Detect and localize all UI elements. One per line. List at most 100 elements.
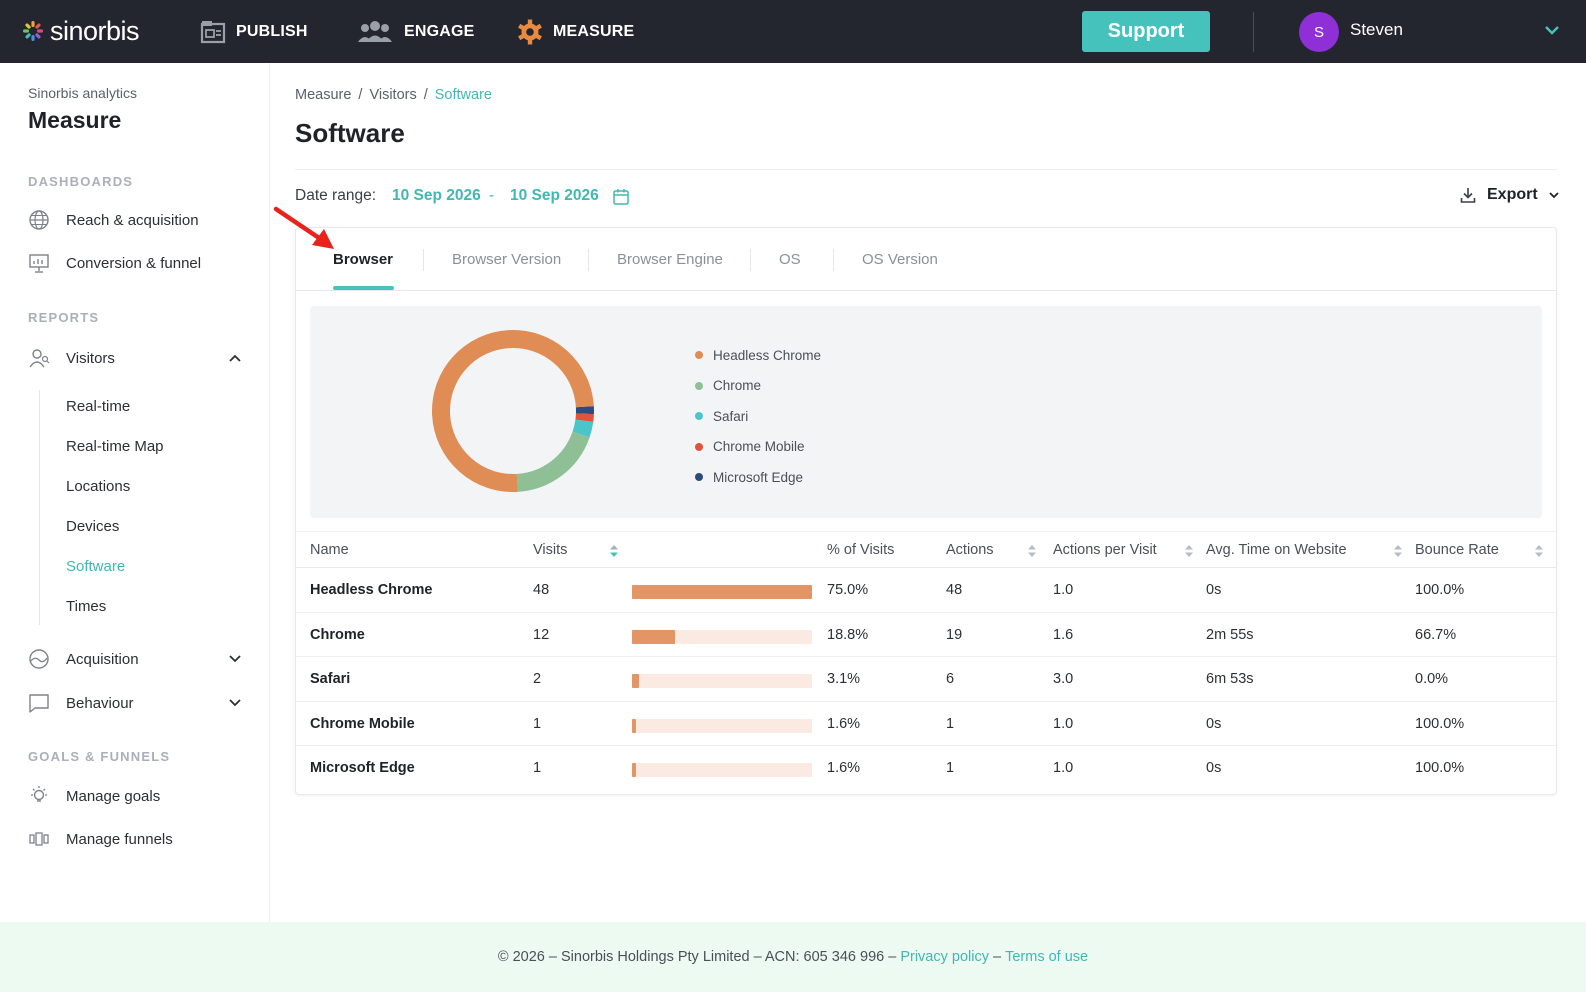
cell-actions-per-visit: 1.0: [1053, 715, 1074, 732]
section-goals-funnels: GOALS & FUNNELS: [28, 749, 171, 764]
cell-name: Chrome: [310, 626, 365, 643]
legend-item[interactable]: Chrome: [695, 371, 821, 402]
tab-separator: [588, 249, 589, 271]
support-button[interactable]: Support: [1082, 11, 1210, 52]
donut-slice-headless-chrome[interactable]: [432, 330, 594, 492]
terms-of-use-link[interactable]: Terms of use: [1005, 949, 1089, 965]
sidebar-item-behaviour[interactable]: Behaviour: [28, 688, 248, 718]
sidebar-subtitle: Sinorbis analytics: [28, 85, 137, 101]
sinorbis-logo[interactable]: sinorbis: [22, 14, 140, 48]
visits-bar: [632, 674, 812, 688]
download-icon: [1460, 188, 1476, 203]
calendar-icon[interactable]: [613, 188, 629, 205]
cell-visits: 48: [533, 582, 550, 598]
avatar[interactable]: S: [1299, 12, 1339, 52]
chevron-down-icon[interactable]: [228, 652, 242, 666]
visits-bar-fill: [632, 629, 675, 644]
tab-browser[interactable]: Browser: [333, 251, 394, 268]
donut-slice-chrome[interactable]: [516, 431, 590, 492]
col-actions[interactable]: Actions: [946, 542, 994, 558]
sidebar-item-manage-funnels[interactable]: Manage funnels: [28, 824, 248, 854]
cell-name: Safari: [310, 671, 351, 687]
date-range-label: Date range:: [295, 187, 376, 204]
funnel-icon: [28, 828, 50, 850]
sidebar-item-label: Manage funnels: [66, 830, 173, 848]
legend-item[interactable]: Microsoft Edge: [695, 462, 821, 493]
nav-engage[interactable]: ENGAGE: [356, 16, 475, 48]
chat-icon: [28, 692, 50, 714]
sidebar-item-times[interactable]: Times: [66, 598, 107, 615]
table-row[interactable]: Chrome Mobile 1 1.6% 1 1.0 0s 100.0%: [296, 702, 1556, 746]
cell-visits: 2: [533, 671, 542, 687]
user-name[interactable]: Steven: [1350, 20, 1403, 39]
publish-icon: [200, 21, 226, 44]
presentation-icon: [28, 252, 50, 274]
chevron-up-icon[interactable]: [228, 351, 242, 365]
sidebar-item-manage-goals[interactable]: Manage goals: [28, 781, 248, 811]
breadcrumb-measure[interactable]: Measure: [295, 87, 352, 103]
globe-icon: [28, 209, 50, 231]
sidebar-item-visitors[interactable]: Visitors: [28, 343, 248, 373]
sidebar-item-realtime-map[interactable]: Real-time Map: [66, 438, 164, 455]
logo-icon: [23, 21, 43, 41]
sidebar-item-devices[interactable]: Devices: [66, 518, 120, 535]
donut-slice-chrome-mobile[interactable]: [575, 413, 594, 423]
breadcrumb: Measure / Visitors / Software: [295, 87, 492, 103]
sidebar-item-acquisition[interactable]: Acquisition: [28, 644, 248, 674]
col-avg-time[interactable]: Avg. Time on Website: [1206, 542, 1347, 558]
legend-swatch: [695, 473, 703, 482]
sort-icon[interactable]: [1027, 544, 1037, 558]
sidebar-item-software[interactable]: Software: [66, 558, 126, 575]
cell-pct-visits: 1.6%: [827, 760, 861, 776]
sort-icon[interactable]: [1393, 544, 1403, 558]
cell-name: Microsoft Edge: [310, 760, 415, 776]
visits-bar-fill: [632, 718, 636, 733]
tab-os-version[interactable]: OS Version: [862, 251, 938, 268]
nav-publish[interactable]: PUBLISH: [200, 16, 308, 48]
legend-label: Chrome Mobile: [713, 439, 805, 455]
cell-pct-visits: 75.0%: [827, 582, 869, 598]
chevron-down-icon[interactable]: [228, 696, 242, 710]
tab-browser-engine[interactable]: Browser Engine: [617, 251, 723, 268]
export-button[interactable]: Export: [1460, 186, 1560, 204]
sidebar-item-reach-acquisition[interactable]: Reach & acquisition: [28, 205, 248, 235]
cell-actions: 48: [946, 582, 963, 598]
date-separator: -: [489, 187, 495, 204]
table-row[interactable]: Safari 2 3.1% 6 3.0 6m 53s 0.0%: [296, 657, 1556, 702]
legend-item[interactable]: Headless Chrome: [695, 340, 821, 371]
cell-bounce-rate: 100.0%: [1415, 582, 1465, 598]
col-actions-per-visit[interactable]: Actions per Visit: [1053, 542, 1157, 558]
col-visits[interactable]: Visits: [533, 542, 568, 558]
sort-icon[interactable]: [1534, 544, 1544, 558]
breadcrumb-visitors[interactable]: Visitors: [369, 87, 417, 103]
chevron-down-icon[interactable]: [1544, 22, 1560, 38]
tab-browser-version[interactable]: Browser Version: [452, 251, 562, 268]
sidebar-item-label: Visitors: [66, 349, 115, 367]
date-from[interactable]: 10 Sep 2026: [392, 187, 481, 204]
legend-item[interactable]: Safari: [695, 401, 821, 432]
sort-active-icon[interactable]: [609, 544, 619, 558]
sidebar-item-locations[interactable]: Locations: [66, 478, 131, 495]
tab-os[interactable]: OS: [779, 251, 801, 268]
table-row[interactable]: Headless Chrome 48 75.0% 48 1.0 0s 100.0…: [296, 568, 1556, 613]
privacy-policy-link[interactable]: Privacy policy: [900, 949, 989, 965]
col-pct-visits[interactable]: % of Visits: [827, 542, 895, 558]
col-name[interactable]: Name: [310, 542, 349, 558]
table-row[interactable]: Microsoft Edge 1 1.6% 1 1.0 0s 100.0%: [296, 746, 1556, 791]
sidebar-item-realtime[interactable]: Real-time: [66, 398, 131, 415]
breadcrumb-software: Software: [434, 87, 492, 103]
sidebar-item-label: Manage goals: [66, 787, 161, 805]
nav-measure[interactable]: MEASURE: [517, 16, 634, 48]
cell-actions: 6: [946, 671, 955, 687]
sort-icon[interactable]: [1184, 544, 1194, 558]
export-label: Export: [1487, 186, 1538, 203]
donut-slice-safari[interactable]: [572, 419, 594, 438]
title-divider: [295, 169, 1557, 170]
date-to[interactable]: 10 Sep 2026: [510, 187, 599, 204]
cell-pct-visits: 3.1%: [827, 671, 861, 687]
sidebar-item-conversion-funnel[interactable]: Conversion & funnel: [28, 248, 248, 278]
nav-measure-label: MEASURE: [553, 23, 635, 40]
table-row[interactable]: Chrome 12 18.8% 19 1.6 2m 55s 66.7%: [296, 613, 1556, 657]
legend-item[interactable]: Chrome Mobile: [695, 432, 821, 463]
col-bounce-rate[interactable]: Bounce Rate: [1415, 542, 1499, 558]
